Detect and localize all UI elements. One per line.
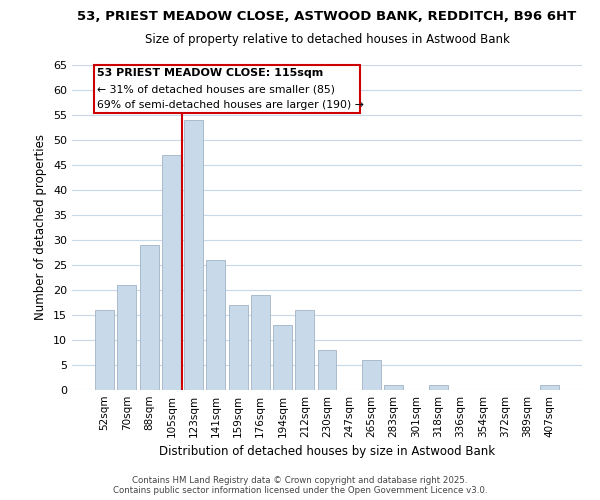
Bar	[362, 360, 381, 390]
Bar	[540, 385, 559, 390]
Text: Contains HM Land Registry data © Crown copyright and database right 2025.
Contai: Contains HM Land Registry data © Crown c…	[113, 476, 487, 495]
Bar	[162, 155, 181, 390]
Text: 69% of semi-detached houses are larger (190) →: 69% of semi-detached houses are larger (…	[97, 100, 364, 110]
Bar	[95, 310, 114, 390]
Text: Size of property relative to detached houses in Astwood Bank: Size of property relative to detached ho…	[145, 32, 509, 46]
Bar	[118, 285, 136, 390]
Text: 53 PRIEST MEADOW CLOSE: 115sqm: 53 PRIEST MEADOW CLOSE: 115sqm	[97, 68, 323, 78]
Bar	[251, 295, 270, 390]
Bar	[184, 120, 203, 390]
Bar	[229, 305, 248, 390]
X-axis label: Distribution of detached houses by size in Astwood Bank: Distribution of detached houses by size …	[159, 446, 495, 458]
FancyBboxPatch shape	[94, 65, 361, 112]
Text: ← 31% of detached houses are smaller (85): ← 31% of detached houses are smaller (85…	[97, 84, 335, 94]
Bar	[273, 325, 292, 390]
Bar	[317, 350, 337, 390]
Bar	[384, 385, 403, 390]
Bar	[140, 245, 158, 390]
Bar	[295, 310, 314, 390]
Y-axis label: Number of detached properties: Number of detached properties	[34, 134, 47, 320]
Bar	[429, 385, 448, 390]
Text: 53, PRIEST MEADOW CLOSE, ASTWOOD BANK, REDDITCH, B96 6HT: 53, PRIEST MEADOW CLOSE, ASTWOOD BANK, R…	[77, 10, 577, 23]
Bar	[206, 260, 225, 390]
